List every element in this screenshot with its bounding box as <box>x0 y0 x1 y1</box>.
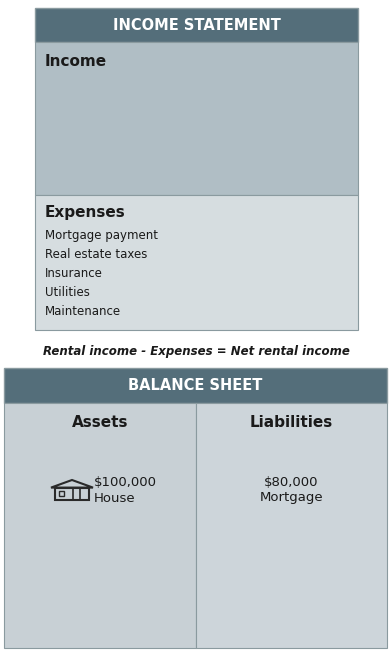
Bar <box>35 195 358 330</box>
Text: BALANCE SHEET: BALANCE SHEET <box>128 378 263 393</box>
Text: Assets: Assets <box>72 415 128 430</box>
Text: INCOME STATEMENT: INCOME STATEMENT <box>113 18 280 33</box>
Text: Income: Income <box>45 54 107 69</box>
Bar <box>35 42 358 195</box>
Text: Maintenance: Maintenance <box>45 305 121 318</box>
Bar <box>59 491 64 496</box>
Text: Rental income - Expenses = Net rental income: Rental income - Expenses = Net rental in… <box>43 345 350 358</box>
Bar <box>55 488 89 500</box>
Text: Mortgage: Mortgage <box>260 492 323 505</box>
Text: $80,000: $80,000 <box>264 477 319 490</box>
Bar <box>4 368 387 403</box>
Text: Mortgage payment: Mortgage payment <box>45 229 158 242</box>
Text: Real estate taxes: Real estate taxes <box>45 248 147 261</box>
Text: Insurance: Insurance <box>45 267 103 280</box>
Text: Liabilities: Liabilities <box>250 415 333 430</box>
Text: House: House <box>94 492 136 505</box>
Bar <box>73 488 80 500</box>
Text: $100,000: $100,000 <box>94 477 157 490</box>
Bar <box>35 8 358 42</box>
Text: Expenses: Expenses <box>45 205 126 220</box>
Bar <box>196 403 387 648</box>
Text: Utilities: Utilities <box>45 286 90 299</box>
Bar <box>4 403 196 648</box>
